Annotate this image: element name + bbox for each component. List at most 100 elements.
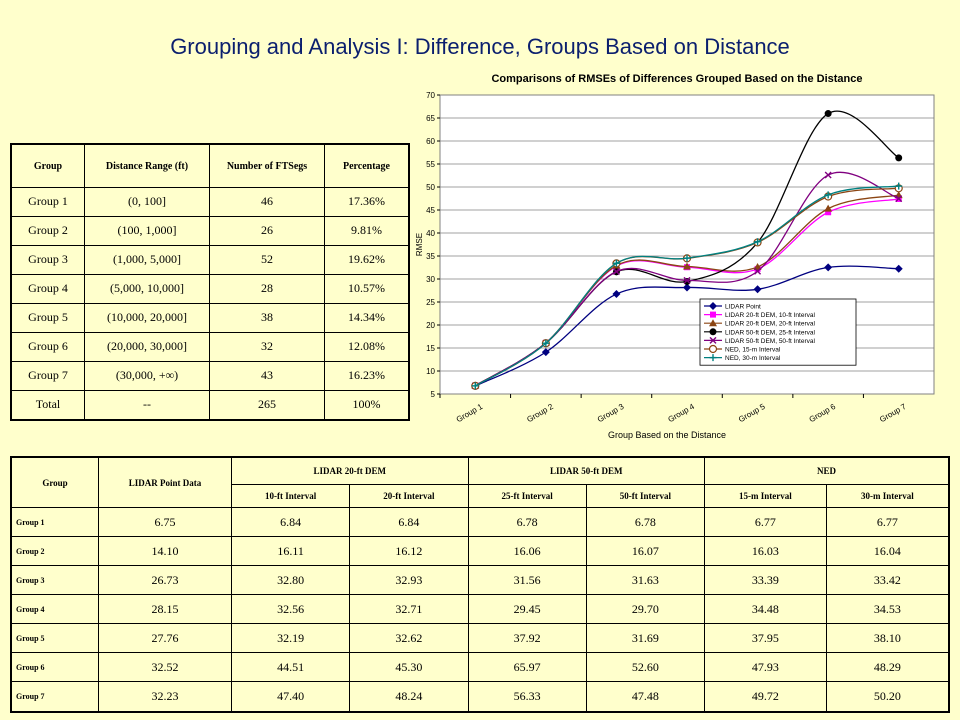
rmse-sub-header: 50-ft Interval	[585, 484, 706, 508]
group-label-cell: Group 5	[10, 623, 99, 654]
rmse-value-cell: 6.84	[230, 506, 351, 538]
rmse-value-cell: 52.60	[585, 652, 706, 683]
table-row: Group 3 (1,000, 5,000] 52 19.62%	[10, 244, 410, 275]
table-row: Group 1 6.75 6.84 6.84 6.78 6.78 6.77 6.77	[10, 506, 950, 538]
rmse-value-cell: 6.84	[349, 506, 469, 538]
table-cell: --	[84, 389, 210, 421]
table-row: Group 3 26.73 32.80 32.93 31.56 31.63 33.39 33.…	[10, 565, 950, 596]
table-cell: (100, 1,000]	[84, 215, 210, 246]
rmse-value-cell: 48.29	[825, 652, 950, 683]
rmse-value-cell: 49.72	[704, 681, 827, 713]
legend	[699, 298, 857, 366]
rmse-value-cell: 32.56	[230, 594, 351, 625]
x-tick-label: Group 3	[596, 402, 626, 425]
data-point	[612, 290, 621, 299]
group-label-cell: Group 4	[10, 594, 99, 625]
y-tick-label: 15	[426, 344, 435, 353]
legend-entry: LIDAR 50-ft DEM, 25-ft Interval	[725, 329, 816, 336]
rmse-value-cell: 33.42	[825, 565, 950, 596]
rmse-value-cell: 6.78	[585, 506, 706, 538]
table-cell: Group 5	[10, 302, 85, 333]
distance-range-table: Group Distance Range (ft) Number of FTSe…	[10, 143, 410, 421]
table-cell: 46	[209, 187, 325, 217]
table-cell: (1,000, 5,000]	[84, 244, 210, 275]
rmse-value-cell: 32.23	[98, 681, 232, 713]
table-cell: 10.57%	[324, 273, 410, 304]
data-point	[541, 348, 550, 357]
rmse-sub-header: 25-ft Interval	[467, 484, 587, 508]
rmse-value-cell: 48.24	[349, 681, 469, 713]
group-label-cell: Group 2	[10, 536, 99, 567]
data-point	[683, 283, 691, 292]
legend-entry: LIDAR 50-ft DEM, 50-ft Interval	[725, 338, 816, 345]
x-tick-label: Group 1	[455, 402, 485, 425]
rmse-value-cell: 16.07	[585, 536, 706, 567]
table-cell: 28	[209, 273, 325, 304]
legend-entry: NED, 15-m Interval	[725, 347, 781, 354]
table-cell: (20,000, 30,000]	[84, 331, 210, 362]
data-point	[754, 267, 762, 275]
group-label-cell: Group 6	[10, 652, 99, 683]
data-point	[894, 264, 903, 273]
table-row: Group 5 (10,000, 20,000] 38 14.34%	[10, 302, 410, 333]
legend-entry: NED, 30-m Interval	[725, 355, 781, 362]
table-row: Group 7 32.23 47.40 48.24 56.33 47.48 49.72 50.…	[10, 681, 950, 713]
table-row: Total -- 265 100%	[10, 389, 410, 421]
table-cell: Group 4	[10, 273, 85, 304]
rmse-value-cell: 16.11	[230, 536, 351, 567]
rmse-header-row-2: 10-ft Interval 20-ft Interval 25-ft Inte…	[11, 484, 950, 508]
table-row: Group 5 27.76 32.19 32.62 37.92 31.69 37.95 38.…	[10, 623, 950, 654]
rmse-value-cell: 6.78	[467, 506, 587, 538]
rmse-header-ned: NED	[704, 456, 950, 485]
data-point	[683, 262, 691, 270]
table-cell: Group 6	[10, 331, 85, 362]
slide-title: Grouping and Analysis I: Difference, Gro…	[170, 34, 790, 59]
data-point	[683, 278, 691, 286]
table-row: Group 2 14.10 16.11 16.12 16.06 16.07 16.03 16.…	[10, 536, 950, 567]
rmse-value-cell: 34.53	[825, 594, 950, 625]
y-tick-label: 5	[431, 390, 436, 399]
rmse-value-cell: 47.48	[585, 681, 706, 713]
x-tick-label: Group 2	[525, 402, 555, 425]
rmse-table: Group LIDAR Point Data LIDAR 20-ft DEM L…	[10, 456, 950, 713]
rmse-sub-header: 30-m Interval	[825, 484, 950, 508]
x-tick-label: Group 5	[737, 402, 767, 425]
rmse-value-cell: 16.06	[467, 536, 587, 567]
table-cell: 12.08%	[324, 331, 410, 362]
rmse-value-cell: 26.73	[98, 565, 232, 596]
rmse-value-cell: 16.03	[704, 536, 827, 567]
rmse-value-cell: 65.97	[467, 652, 587, 683]
rmse-value-cell: 37.95	[704, 623, 827, 654]
rmse-value-cell: 31.69	[585, 623, 706, 654]
rmse-sub-header: 10-ft Interval	[230, 484, 351, 508]
table-cell: 17.36%	[324, 187, 410, 217]
rmse-value-cell: 6.77	[825, 506, 950, 538]
data-point	[710, 311, 716, 318]
y-tick-label: 50	[426, 183, 435, 192]
rmse-value-cell: 32.62	[349, 623, 469, 654]
table-cell: 19.62%	[324, 244, 410, 275]
rmse-header-row-1: Group LIDAR Point Data LIDAR 20-ft DEM L…	[10, 456, 950, 508]
rmse-line-chart: Comparisons of RMSEs of Differences Grou…	[415, 73, 935, 440]
distance-table-header-row: Group Distance Range (ft) Number of FTSe…	[10, 143, 410, 188]
x-axis-label: Group Based on the Distance	[608, 430, 726, 440]
table-row: Group 6 32.52 44.51 45.30 65.97 52.60 47.93 48.…	[10, 652, 950, 683]
rmse-value-cell: 45.30	[349, 652, 469, 683]
data-point	[709, 328, 717, 336]
rmse-value-cell: 37.92	[467, 623, 587, 654]
table-cell: 9.81%	[324, 215, 410, 246]
table-cell: 32	[209, 331, 325, 362]
legend-entry: LIDAR 20-ft DEM, 10-ft Interval	[725, 312, 816, 319]
data-point	[825, 209, 832, 216]
table-cell: 26	[209, 215, 325, 246]
data-point	[708, 344, 718, 354]
rmse-header-lidar-point: LIDAR Point Data	[98, 456, 232, 508]
rmse-value-cell: 16.12	[349, 536, 469, 567]
data-point	[753, 262, 762, 270]
data-point	[683, 276, 691, 284]
rmse-value-cell: 50.20	[825, 681, 950, 713]
data-point	[895, 195, 903, 203]
table-cell: 43	[209, 360, 325, 391]
rmse-value-cell: 6.77	[704, 506, 827, 538]
table-cell: Group 2	[10, 215, 85, 246]
